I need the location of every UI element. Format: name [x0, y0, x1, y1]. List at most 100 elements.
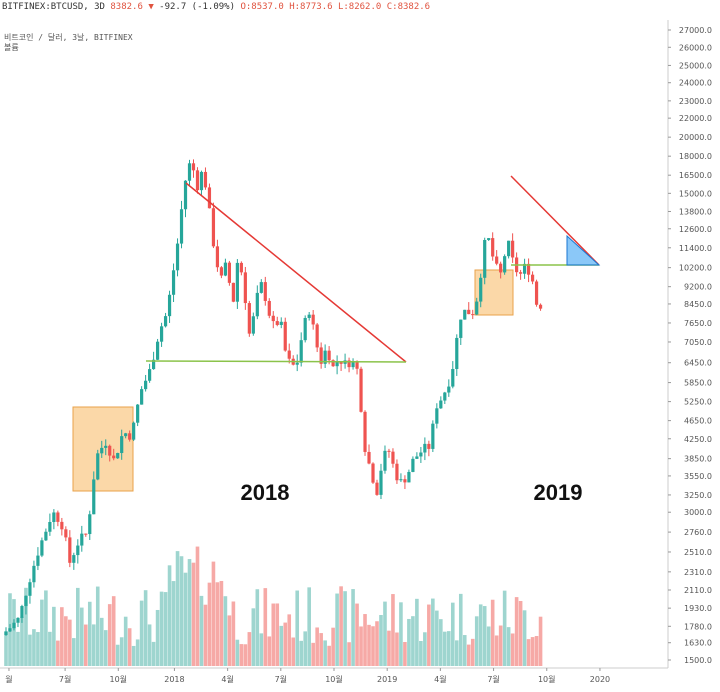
y-tick-label: 2510.0	[684, 548, 712, 557]
candle-body	[112, 455, 116, 459]
candle-body	[455, 337, 459, 370]
candle-body	[247, 303, 251, 334]
candle-body	[88, 514, 92, 535]
candle-body	[395, 463, 399, 481]
candle-body	[363, 411, 367, 452]
volume-bar	[514, 597, 519, 666]
volume-bar	[411, 616, 415, 666]
y-tick-label: 3000.0	[684, 508, 712, 517]
volume-bar	[52, 606, 56, 666]
candle-body	[443, 392, 447, 401]
volume-bar	[111, 596, 116, 666]
volume-bar	[139, 600, 144, 666]
candle-body	[251, 316, 255, 334]
candle-body	[155, 341, 160, 360]
volume-bar	[498, 625, 503, 666]
candle-body	[407, 471, 411, 483]
volume-bar	[407, 618, 411, 666]
volume-bar	[534, 636, 539, 666]
candle-body	[148, 369, 152, 381]
volume-bar	[171, 581, 176, 666]
volume-bar	[351, 589, 355, 666]
volume-bar	[143, 590, 148, 666]
y-tick-label: 10200.0	[679, 264, 712, 273]
candle-body	[299, 340, 303, 363]
volume-bar	[203, 604, 208, 666]
volume-bar	[28, 634, 32, 666]
volume-bar	[151, 641, 156, 666]
candle-body	[28, 582, 32, 596]
volume-bar	[199, 595, 204, 666]
volume-bar	[159, 591, 164, 666]
volume-bar	[450, 602, 455, 666]
y-tick-label: 20000.0	[679, 133, 712, 142]
y-tick-label: 9200.0	[684, 283, 712, 292]
y-tick-label: 16500.0	[679, 171, 712, 180]
x-tick-label: 10월	[538, 674, 556, 684]
volume-bar	[12, 599, 16, 666]
volume-bar	[415, 598, 419, 666]
candle-body	[399, 479, 403, 481]
x-tick-label: 7월	[487, 674, 499, 684]
volume-bar	[191, 562, 196, 666]
candle-body	[415, 456, 419, 459]
volume-bar	[60, 607, 64, 666]
volume-bar	[275, 603, 280, 666]
volume-bar	[367, 624, 371, 666]
y-tick-label: 8450.0	[684, 300, 712, 309]
x-tick-label: 월	[5, 674, 12, 684]
volume-bar	[359, 626, 363, 666]
candle-body	[391, 451, 395, 464]
candle-body	[144, 380, 148, 390]
volume-bar	[486, 626, 491, 666]
volume-bar	[267, 636, 272, 666]
y-tick-label: 1500.0	[684, 656, 712, 665]
volume-bar	[399, 602, 403, 666]
volume-bar	[131, 645, 136, 666]
chart-header: BITFINEX:BTCUSD, 3D 8382.6 ▼ -92.7 (-1.0…	[2, 2, 430, 12]
candle-body	[227, 262, 231, 283]
volume-bar	[95, 586, 100, 666]
y-tick-label: 2310.0	[684, 568, 712, 577]
x-tick-label: 4월	[221, 674, 233, 684]
volume-bar	[91, 624, 96, 666]
volume-bar	[123, 616, 128, 666]
candle-body	[235, 262, 239, 302]
candle-body	[483, 239, 487, 278]
candle-body	[20, 606, 24, 618]
volume-bar	[490, 599, 495, 666]
volume-bar	[319, 633, 323, 666]
candle-body	[287, 350, 291, 359]
candle-body	[471, 314, 475, 316]
candle-body	[255, 292, 259, 317]
candle-body	[104, 445, 108, 448]
candle-body	[495, 256, 499, 264]
candle-body	[479, 277, 483, 302]
volume-bar	[427, 604, 431, 666]
y-tick-label: 15000.0	[679, 189, 712, 198]
candle-body	[211, 208, 216, 247]
candle-body	[32, 565, 36, 583]
candle-body	[467, 309, 471, 315]
candle-body	[331, 360, 335, 367]
volume-bar	[44, 590, 48, 666]
candle-body	[152, 359, 156, 370]
volume-bar	[68, 619, 72, 666]
x-tick-label: 10월	[325, 674, 343, 684]
volume-bar	[339, 586, 343, 666]
candle-body	[239, 262, 243, 273]
volume-bar	[40, 599, 44, 666]
y-tick-label: 7050.0	[684, 338, 712, 347]
y-tick-label: 5250.0	[684, 398, 712, 407]
candle-body	[219, 267, 224, 276]
candle-body	[243, 272, 247, 304]
volume-label: 볼륨	[4, 43, 19, 52]
volume-bar	[283, 622, 288, 666]
candle-body	[223, 262, 228, 276]
candle-body	[68, 537, 72, 563]
chart-subtitle: 비트코인 / 달러, 3날, BITFINEX	[4, 33, 133, 42]
candle-body	[339, 361, 343, 364]
year-annotation: 2019	[534, 480, 583, 505]
candle-body	[44, 531, 48, 541]
candle-body	[534, 281, 539, 305]
